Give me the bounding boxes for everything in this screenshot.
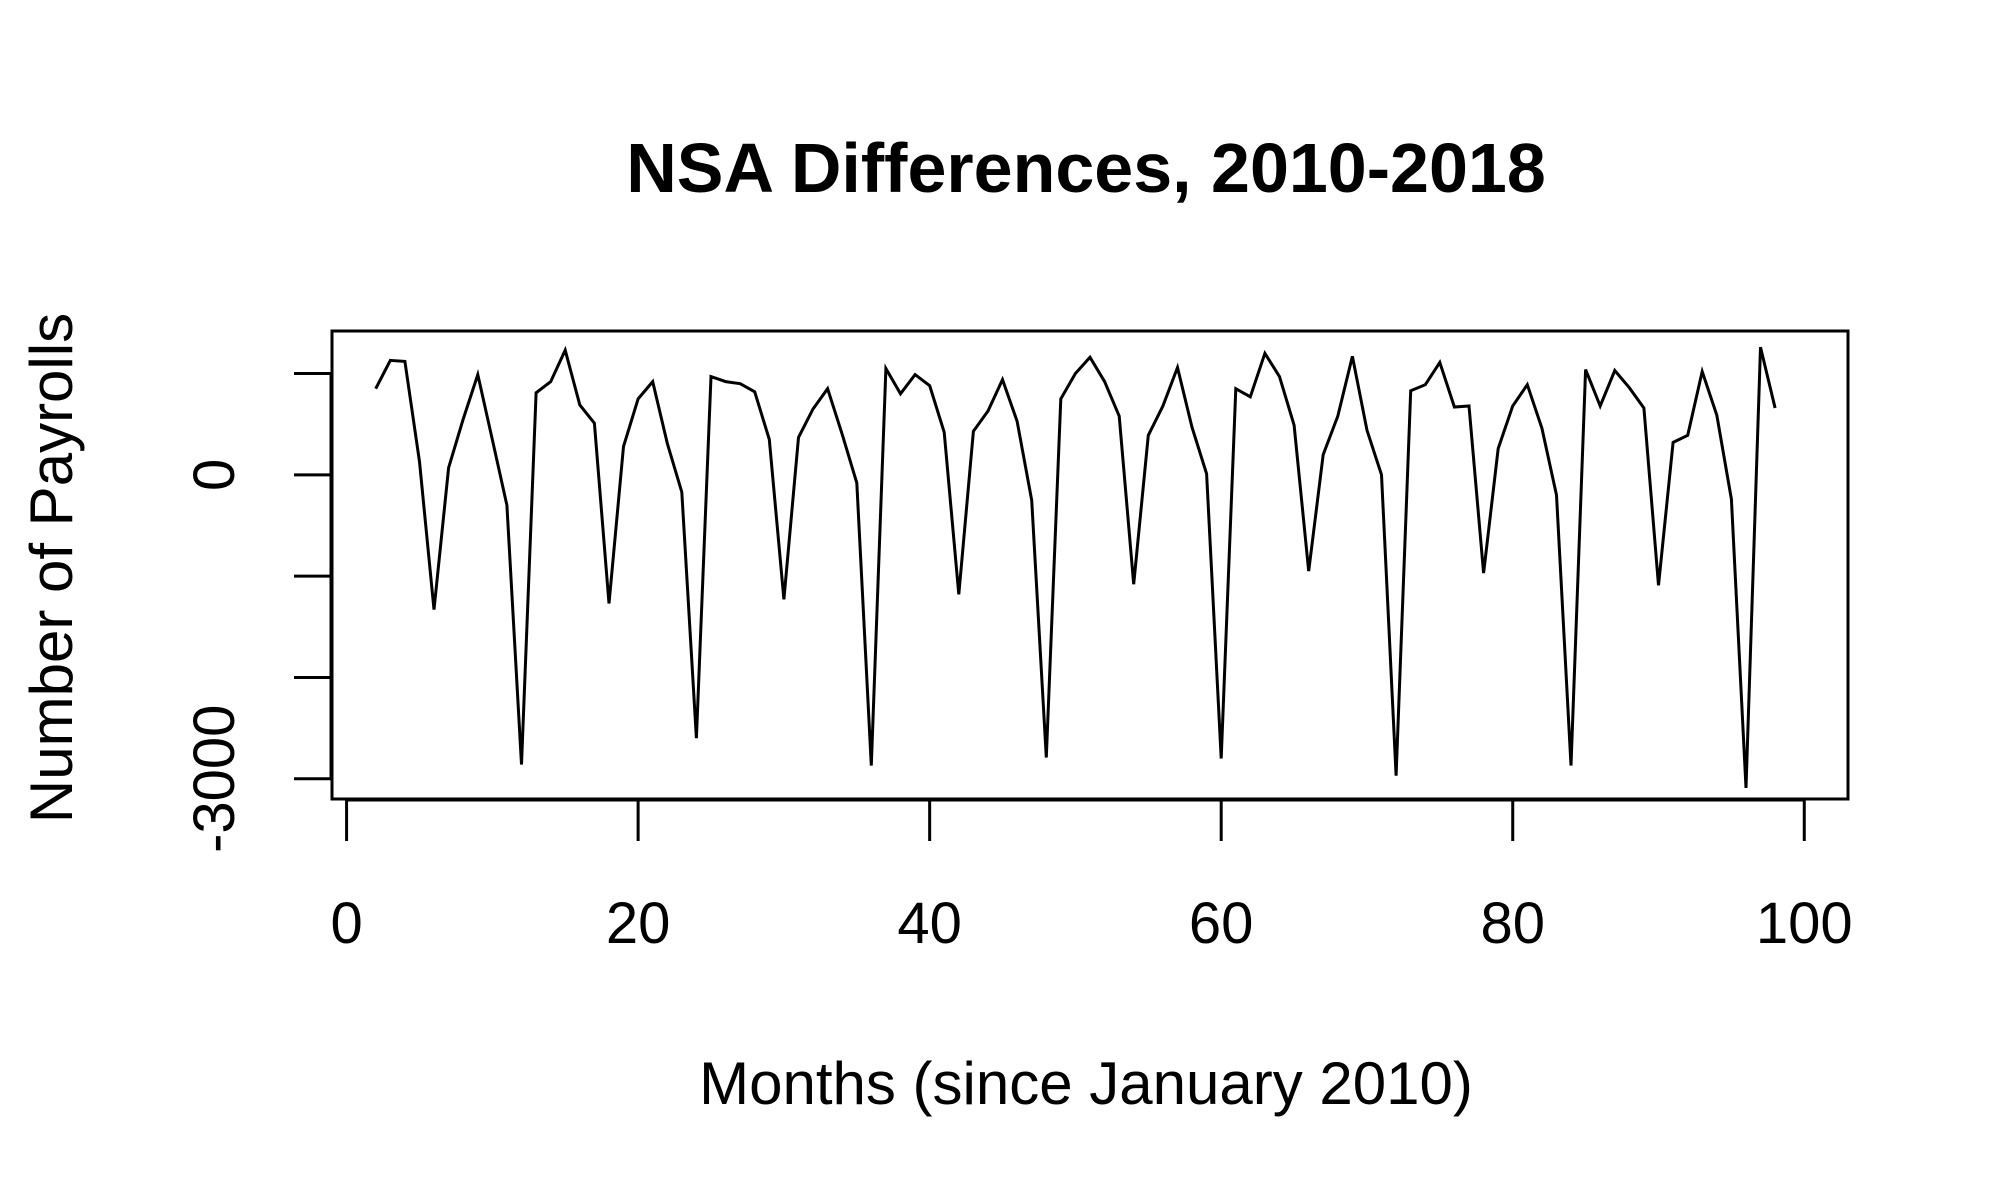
x-tick-label: 60 [1189, 891, 1254, 956]
x-tick-label: 0 [330, 891, 362, 956]
series-line [374, 345, 1777, 788]
plot-frame [330, 329, 1850, 801]
y-tick-label: 0 [182, 459, 247, 491]
y-axis-label: Number of Payrolls [18, 313, 85, 823]
chart-title: NSA Differences, 2010-2018 [626, 129, 1546, 207]
y-tick-label: -3000 [182, 705, 247, 853]
x-tick-label: 40 [897, 891, 962, 956]
x-tick-label: 100 [1756, 891, 1853, 956]
y-axis: -3000 0 [182, 372, 333, 853]
plot-area [330, 329, 1850, 801]
x-axis: 0 20 40 60 80 100 [330, 798, 1853, 956]
x-tick-label: 20 [606, 891, 671, 956]
x-tick-label: 80 [1480, 891, 1545, 956]
x-axis-label: Months (since January 2010) [699, 1050, 1473, 1117]
